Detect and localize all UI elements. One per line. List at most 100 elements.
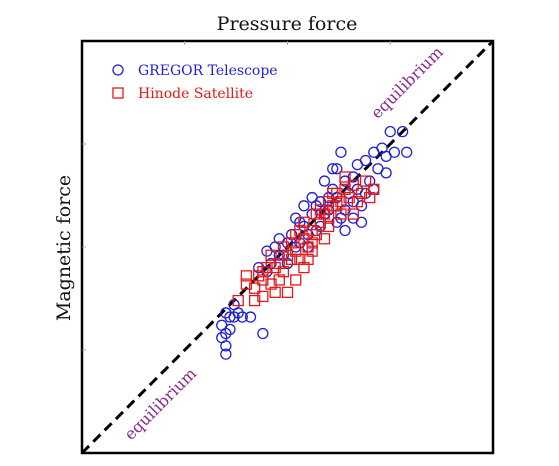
- scatter-point-circle: [228, 311, 240, 323]
- scatter-point-circle: [322, 204, 335, 216]
- scatter-point-circle: [401, 146, 413, 158]
- scatter-point-square: [318, 208, 331, 220]
- scatter-point-square: [269, 286, 281, 298]
- scatter-point-circle: [388, 146, 401, 158]
- scatter-point-square: [281, 249, 294, 261]
- equality-line: [80, 39, 495, 455]
- scatter-point-square: [322, 212, 335, 224]
- scatter-point-circle: [331, 216, 343, 228]
- scatter-point-square: [364, 191, 376, 204]
- scatter-point-circle: [355, 216, 368, 228]
- scatter-point-circle: [257, 327, 269, 340]
- scatter-point-square: [335, 196, 347, 208]
- scatter-point-square: [327, 187, 339, 200]
- scatter-point-circle: [220, 340, 232, 352]
- scatter-point-square: [290, 274, 302, 286]
- scatter-point-circle: [228, 299, 240, 311]
- legend: GREGOR Telescope Hinode Satellite: [112, 63, 278, 102]
- scatter-point-square: [257, 290, 269, 303]
- scatter-point-square: [318, 233, 331, 245]
- scatter-point-square: [269, 261, 281, 274]
- scatter-point-square: [339, 171, 351, 183]
- scatter-point-circle: [335, 146, 347, 158]
- scatter-point-square: [248, 294, 261, 307]
- scatter-point-square: [314, 216, 327, 228]
- scatter-point-square: [248, 282, 261, 294]
- y-axis-label: Magnetic force: [53, 175, 75, 321]
- scatter-point-square: [273, 274, 285, 286]
- scatter-point-square: [240, 278, 253, 290]
- scatter-point-square: [253, 270, 265, 282]
- scatter-point-circle: [384, 125, 396, 138]
- scatter-point-square: [285, 237, 298, 249]
- scatter-point-square: [277, 241, 290, 253]
- scatter-point-square: [302, 241, 314, 253]
- series-layer: [216, 125, 413, 360]
- scatter-point-circle: [290, 212, 302, 224]
- series-gregor-telescope: [216, 125, 413, 360]
- scatter-point-square: [347, 208, 359, 220]
- scatter-point-square: [298, 261, 310, 274]
- scatter-point-square: [314, 204, 327, 216]
- scatter-point-circle: [339, 224, 351, 237]
- equilibrium-annotation: equilibrium: [367, 43, 447, 123]
- scatter-point-square: [232, 294, 244, 307]
- scatter-point-square: [273, 257, 285, 270]
- scatter-point-square: [306, 245, 318, 257]
- scatter-point-square: [359, 175, 372, 187]
- scatter-point-circle: [244, 311, 257, 323]
- scatter-point-square: [261, 261, 273, 274]
- equality-lines: [80, 39, 495, 455]
- scatter-point-circle: [380, 167, 392, 179]
- scatter-point-square: [240, 270, 253, 282]
- scatter-point-square: [298, 216, 310, 228]
- scatter-point-circle: [351, 158, 364, 171]
- scatter-point-square: [298, 233, 310, 245]
- scatter-point-circle: [281, 257, 294, 270]
- scatter-point-circle: [236, 311, 248, 323]
- scatter-point-circle: [298, 200, 310, 212]
- scatter-point-circle: [220, 327, 232, 340]
- scatter-point-circle: [368, 146, 380, 158]
- scatter-point-square: [310, 228, 322, 241]
- scatter-point-square: [335, 208, 347, 220]
- scatter-point-square: [322, 196, 335, 208]
- scatter-point-square: [351, 196, 364, 208]
- series-hinode-satellite: [232, 171, 380, 307]
- scatter-point-circle: [224, 323, 236, 336]
- scatter-point-square: [343, 191, 355, 204]
- scatter-point-square: [347, 179, 359, 191]
- scatter-point-circle: [339, 204, 351, 216]
- scatter-point-square: [277, 266, 290, 278]
- scatter-point-circle: [327, 163, 339, 175]
- scatter-point-square: [257, 266, 269, 278]
- scatter-point-square: [310, 208, 322, 220]
- scatter-point-square: [265, 278, 277, 290]
- scatter-point-square: [257, 274, 269, 286]
- legend-marker-square: [112, 87, 124, 99]
- scatter-point-square: [339, 183, 351, 195]
- scatter-point-square: [331, 200, 343, 212]
- scatter-point-circle: [306, 191, 318, 204]
- legend-label: GREGOR Telescope: [138, 63, 278, 79]
- scatter-point-square: [281, 286, 294, 298]
- scatter-point-circle: [331, 163, 343, 175]
- legend-label: Hinode Satellite: [138, 86, 253, 102]
- scatter-point-circle: [396, 125, 409, 138]
- scatter-point-square: [306, 237, 318, 249]
- scatter-point-circle: [318, 175, 331, 187]
- scatter-point-circle: [220, 348, 232, 360]
- scatter-point-square: [294, 253, 306, 266]
- legend-marker-circle: [112, 64, 124, 76]
- scatter-point-square: [306, 224, 318, 237]
- scatter-point-circle: [273, 249, 285, 261]
- scatter-point-square: [290, 228, 302, 241]
- scatter-point-square: [322, 220, 335, 233]
- scatter-point-square: [368, 183, 380, 195]
- scatter-point-square: [265, 249, 277, 261]
- chart-title: Pressure force: [217, 13, 358, 35]
- scatter-point-circle: [355, 200, 368, 212]
- scatter-point-square: [290, 245, 302, 257]
